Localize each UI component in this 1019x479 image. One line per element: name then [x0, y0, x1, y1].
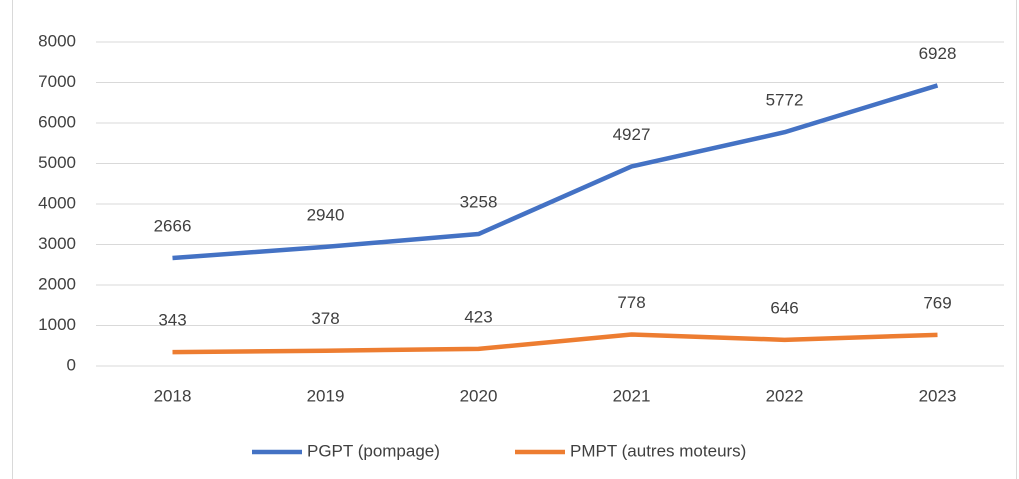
y-tick-label: 0	[67, 355, 76, 374]
data-label: 769	[923, 293, 951, 312]
chart-frame	[12, 0, 1017, 479]
y-tick-label: 2000	[38, 274, 76, 293]
series-line	[172, 83, 939, 261]
x-tick-label: 2022	[766, 386, 804, 405]
y-tick-label: 5000	[38, 153, 76, 172]
y-tick-label: 8000	[38, 31, 76, 50]
legend-label: PGPT (pompage)	[307, 441, 440, 460]
series-line	[172, 332, 938, 355]
x-tick-label: 2021	[613, 386, 651, 405]
data-label: 2666	[154, 217, 192, 236]
y-tick-label: 3000	[38, 234, 76, 253]
x-tick-label: 2018	[154, 386, 192, 405]
data-label: 3258	[460, 193, 498, 212]
x-tick-label: 2023	[919, 386, 957, 405]
data-label: 4927	[613, 125, 651, 144]
y-tick-label: 4000	[38, 193, 76, 212]
data-label: 343	[158, 311, 186, 330]
data-label: 5772	[766, 91, 804, 110]
data-label: 646	[770, 298, 798, 317]
y-tick-label: 1000	[38, 315, 76, 334]
data-label: 778	[617, 293, 645, 312]
legend-label: PMPT (autres moteurs)	[570, 441, 746, 460]
x-tick-label: 2019	[307, 386, 345, 405]
x-tick-label: 2020	[460, 386, 498, 405]
y-tick-label: 6000	[38, 112, 76, 131]
data-label: 6928	[919, 44, 957, 63]
data-label: 2940	[307, 205, 345, 224]
data-label: 378	[311, 309, 339, 328]
y-tick-label: 7000	[38, 72, 76, 91]
data-label: 423	[464, 307, 492, 326]
